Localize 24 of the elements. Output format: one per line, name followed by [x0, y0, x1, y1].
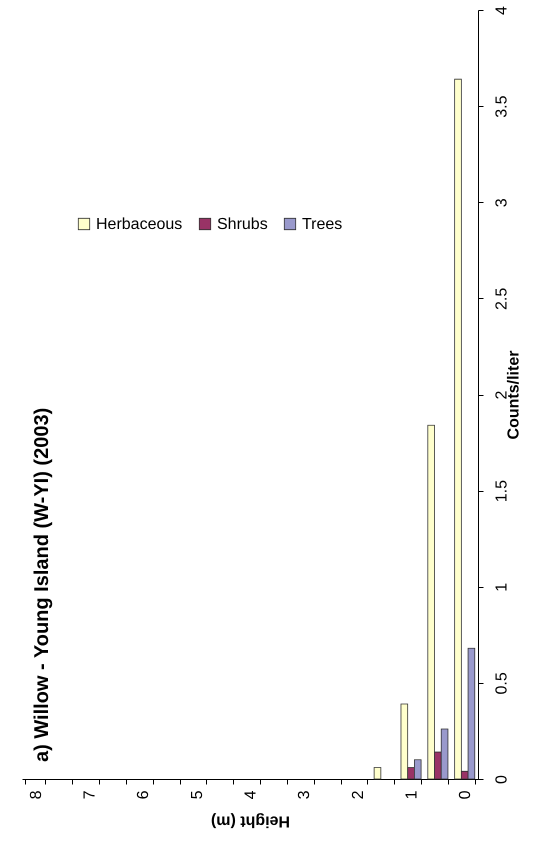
x-tick-label: 3 [296, 790, 314, 800]
y-axis-title: Counts/liter [506, 350, 522, 440]
bar [374, 767, 382, 780]
legend-label: Shrubs [217, 216, 268, 233]
x-tick-label: 8 [28, 790, 45, 800]
y-tick-label: 1.5 [494, 480, 510, 502]
x-tick-label: 7 [81, 790, 98, 800]
y-tick-label: 0 [494, 774, 510, 784]
y-tick-label: 0.5 [494, 672, 510, 694]
y-tick-label: 3 [494, 198, 510, 208]
legend-label: Herbaceous [96, 216, 182, 233]
x-tick-label: 2 [350, 790, 367, 800]
y-tick-label: 4 [494, 6, 510, 15]
legend-label: Trees [302, 216, 342, 233]
y-tick-label: 3.5 [494, 95, 510, 118]
y-tick-label: 2.5 [494, 288, 510, 310]
x-tick-label: 1 [404, 790, 421, 800]
x-tick-label: 4 [242, 790, 260, 800]
y-tick-label: 1 [494, 582, 510, 592]
x-tick-label: 5 [188, 790, 206, 800]
text: a) Willow - Young Island (W-YI) (2003) [31, 408, 53, 762]
x-axis-title: Height (m) [210, 812, 290, 830]
x-tick-label: 6 [135, 790, 152, 800]
x-tick-label: 0 [457, 790, 474, 800]
